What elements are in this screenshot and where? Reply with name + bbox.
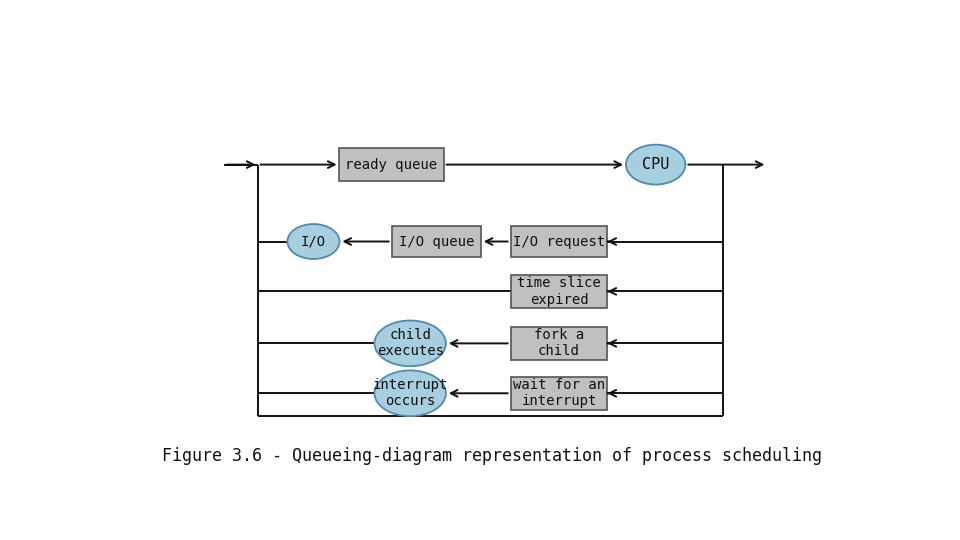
FancyBboxPatch shape [511,377,608,410]
FancyBboxPatch shape [340,148,444,181]
Ellipse shape [287,224,340,259]
FancyBboxPatch shape [392,226,481,257]
Text: wait for an
interrupt: wait for an interrupt [513,378,605,408]
Text: I/O request: I/O request [513,234,605,248]
Text: fork a
child: fork a child [534,328,584,359]
Text: I/O queue: I/O queue [398,234,474,248]
Ellipse shape [626,145,685,185]
Text: Figure 3.6 - Queueing-diagram representation of process scheduling: Figure 3.6 - Queueing-diagram representa… [162,448,822,465]
Text: CPU: CPU [642,157,669,172]
Ellipse shape [374,370,445,416]
FancyBboxPatch shape [511,327,608,360]
Text: interrupt
occurs: interrupt occurs [372,378,448,408]
Text: I/O: I/O [300,234,326,248]
FancyBboxPatch shape [511,275,608,308]
Text: ready queue: ready queue [346,158,438,172]
Ellipse shape [374,321,445,366]
Text: child
executes: child executes [376,328,444,359]
Text: time slice
expired: time slice expired [517,276,601,307]
FancyBboxPatch shape [511,226,608,257]
